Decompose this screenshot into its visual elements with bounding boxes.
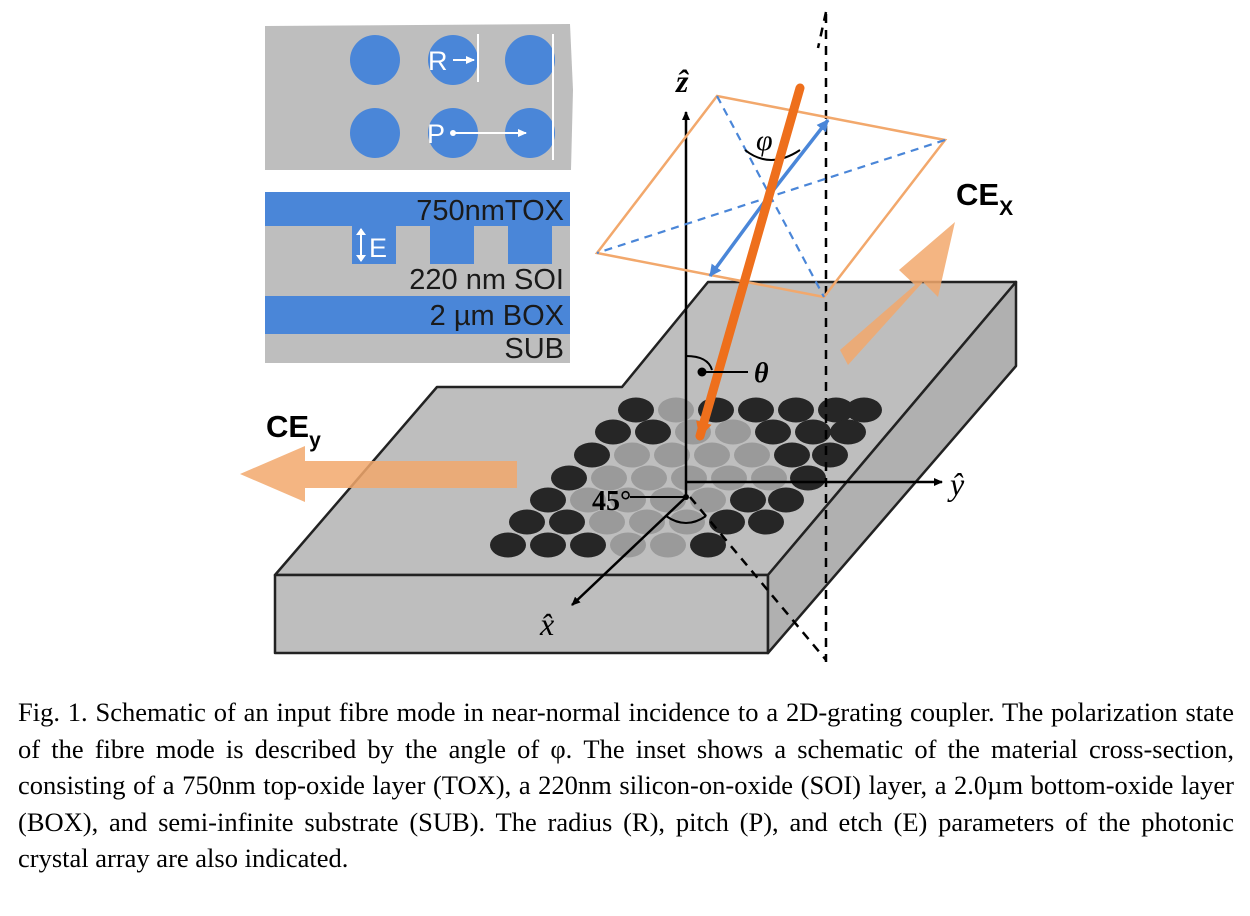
crystal-hole [614,442,650,468]
crystal-hole [748,509,784,535]
crystal-hole [650,487,686,513]
box-label: 2 µm BOX [430,300,564,332]
crystal-hole [790,465,826,491]
radius-label: R [428,46,448,76]
pitch-origin-dot [450,130,456,136]
lattice-hole [505,35,555,85]
etch-label: E [369,233,387,263]
crystal-hole [795,419,831,445]
crystal-hole [768,487,804,513]
slab-side-face [766,280,1018,655]
crystal-hole [570,487,606,513]
figure-caption: Fig. 1. Schematic of an input fibre mode… [18,697,1234,873]
crystal-hole [738,397,774,423]
grating-slab [273,280,1018,655]
crystal-hole [658,397,694,423]
photonic-crystal-array [490,397,882,558]
crystal-hole [610,487,646,513]
crystal-hole [830,419,866,445]
ce-x-label: CEX [956,177,1013,220]
crystal-hole [730,487,766,513]
crystal-hole [530,532,566,558]
crystal-hole [812,442,848,468]
lattice-hole [350,35,400,85]
crystal-hole [549,509,585,535]
polarization-vector [708,195,770,278]
crystal-hole [551,465,587,491]
theta-annotation: θ [697,358,769,389]
rotation-angle-label: 45° [592,486,631,517]
sub-label: SUB [504,333,564,365]
crystal-hole [715,419,751,445]
incidence-plane [689,11,828,662]
crystal-hole [755,419,791,445]
crystal-hole [654,442,690,468]
box-layer [265,296,570,334]
phi-label: φ [756,124,773,157]
x-axis-label: x̂ [539,606,554,642]
crystal-hole [509,509,545,535]
crystal-hole [709,509,745,535]
ce-x-output: CEX [840,177,1013,365]
theta-label: θ [754,358,769,389]
crystal-hole [530,487,566,513]
incident-beam [695,83,805,441]
crystal-hole [846,397,882,423]
lattice-hole [350,108,400,158]
crystal-hole [734,442,770,468]
crystal-hole [694,442,730,468]
ce-y-output: CEy [240,409,517,502]
crystal-hole [635,419,671,445]
crystal-hole [591,465,627,491]
crystal-hole [595,419,631,445]
inset-lattice: R P [265,24,573,170]
ce-y-label: CEy [266,409,321,452]
slab-front-face [273,573,770,655]
rotation-arc [665,515,707,524]
crystal-hole [774,442,810,468]
polarization-vector [766,118,830,199]
crystal-hole [690,487,726,513]
crystal-hole [574,442,610,468]
crystal-hole [618,397,654,423]
etch-tooth [430,226,474,264]
crystal-hole [778,397,814,423]
crystal-hole [589,509,625,535]
phi-arc [744,149,801,161]
z-axis-label: ẑ [675,63,689,99]
crystal-hole [490,532,526,558]
crystal-hole [671,465,707,491]
crystal-hole [570,532,606,558]
pitch-label: P [427,119,445,149]
x-axis [571,496,687,606]
inset-layer-stack: 750nmTOX E 220 nm SOI 2 µm BOX SUB [265,192,570,365]
tox-label: 750nmTOX [416,195,564,227]
tox-layer [265,192,570,226]
crystal-hole [650,532,686,558]
crystal-hole [610,532,646,558]
etch-tooth [508,226,552,264]
grating-coupler-schematic: R P 750nmTOX E 220 nm SOI 2 µm BOX SUB [240,11,1018,662]
lattice-hole [505,108,555,158]
soi-label: 220 nm SOI [409,264,564,296]
crystal-hole [751,465,787,491]
coordinate-axes: ẑ ŷ x̂ 45° [539,63,965,642]
crystal-hole [629,509,665,535]
crystal-hole [690,532,726,558]
crystal-hole [631,465,667,491]
theta-arc [685,355,713,371]
crystal-hole [711,465,747,491]
y-axis-label: ŷ [947,466,965,502]
